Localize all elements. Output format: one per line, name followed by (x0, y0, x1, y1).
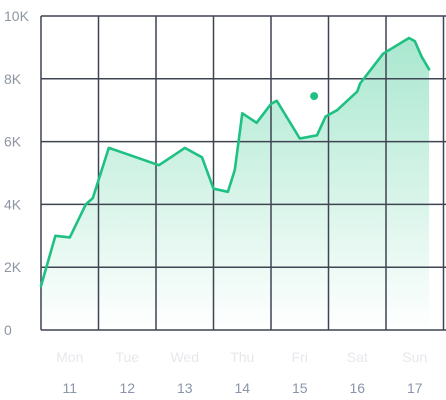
x-day-label-4: Fri (292, 349, 308, 365)
x-date-label-0: 11 (62, 380, 77, 396)
line-layer (39, 36, 431, 288)
y-axis-ticks: 0 2K 4K 6K 8K 10K (4, 8, 30, 338)
y-tick-label-4: 8K (4, 71, 22, 87)
highlight-point (310, 92, 319, 101)
x-axis-ticks: Mon Tue Wed Thu Fri Sat Sun 11 12 13 14 15 16 17 (56, 349, 427, 396)
marker-layer (308, 90, 321, 103)
y-tick-label-5: 10K (4, 8, 30, 24)
y-tick-label-3: 6K (4, 134, 22, 150)
y-tick-label-1: 2K (4, 259, 22, 275)
x-day-label-0: Mon (56, 349, 83, 365)
series-area-0 (41, 38, 430, 330)
y-tick-label-0: 0 (4, 322, 12, 338)
x-day-label-6: Sun (402, 349, 427, 365)
x-date-label-5: 16 (349, 380, 365, 396)
series-line-0 (39, 36, 431, 288)
area-layer (41, 38, 430, 330)
x-day-label-5: Sat (347, 349, 368, 365)
y-tick-label-2: 4K (4, 196, 22, 212)
x-date-label-6: 17 (407, 380, 423, 396)
x-day-label-3: Thu (230, 349, 254, 365)
x-day-label-1: Tue (115, 349, 139, 365)
x-date-label-1: 12 (119, 380, 135, 396)
grid-layer (40, 15, 446, 331)
x-date-label-4: 15 (292, 380, 308, 396)
x-day-label-2: Wed (170, 349, 199, 365)
x-date-label-3: 14 (234, 380, 250, 396)
x-date-label-2: 13 (177, 380, 193, 396)
